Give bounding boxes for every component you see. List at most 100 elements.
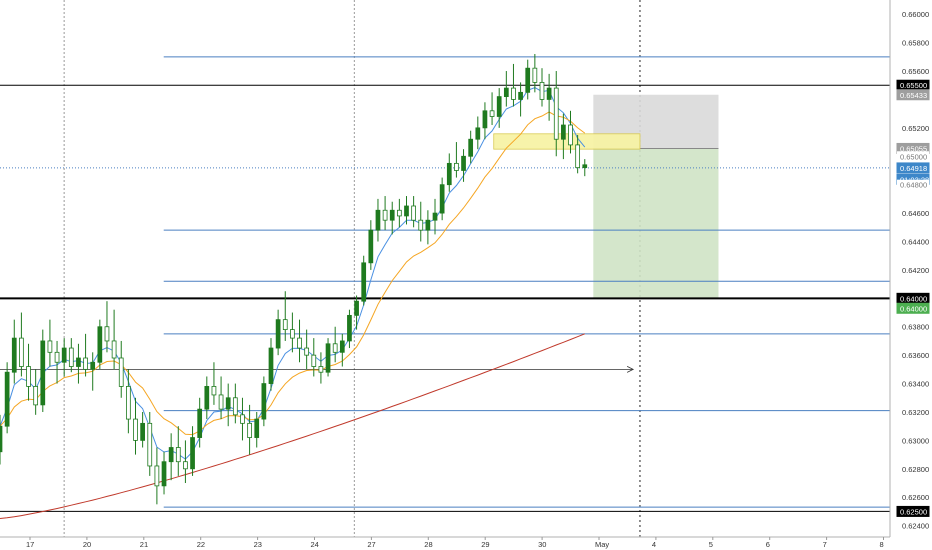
ema-slow-line [0,111,586,436]
candle-body [368,229,374,264]
time-tick-label: 5 [709,540,713,549]
time-tick-label: 7 [823,540,827,549]
time-tick-label: May [595,540,609,549]
time-tick-label: 8 [880,540,884,549]
candle-body [240,414,245,424]
moving-averages-layer [0,87,586,519]
candle-body [61,347,67,363]
price-tick-label: 0.65600 [902,67,929,76]
candle-body [553,87,559,140]
candle-body [347,314,352,342]
price-tag-label: 0.65433 [900,91,927,100]
candle-body [503,87,509,98]
candle-body [104,326,110,342]
candle-body [361,262,367,302]
candle-body [354,300,359,316]
background-grid-layer [63,0,641,537]
price-axis[interactable]: 0.66000 0.65800 0.65600 0.65200 0.64600 0.644… [896,10,930,531]
candle-body [33,386,39,406]
price-tag-label: 0.65500 [900,81,927,90]
candle-body [411,205,416,221]
price-tag-label: 0.64000 [900,304,927,313]
time-tick-label: 29 [481,540,489,549]
time-tick-label: 23 [254,540,262,549]
arrow-head-icon [626,366,635,373]
price-tag-label: 0.65055 [900,144,927,153]
candle-body [54,351,60,363]
candle-body [482,110,488,129]
candle-body [247,422,252,438]
candle-body [496,96,502,117]
horizontal-levels-layer[interactable] [0,56,890,512]
price-tag[interactable] [896,302,930,314]
candle-body [339,340,345,353]
candle-body [26,366,31,387]
candle-body [254,418,260,438]
price-tag[interactable] [896,162,930,174]
candle-body [0,425,3,453]
candle-body [425,219,431,231]
candle-body [175,447,181,463]
candle-body [404,205,409,217]
time-tick-label: 17 [26,540,34,549]
candle-body [332,343,338,353]
candle-body [546,87,552,100]
price-tick-label: 0.63000 [902,436,929,445]
candle-body [275,319,281,349]
candle-body [97,326,103,363]
candle-body [140,422,145,441]
price-tag-label: 0.64918 [900,164,927,173]
candle-body [218,394,224,410]
price-tick-label: 0.64600 [902,209,929,218]
position-tool-layer[interactable] [493,94,719,299]
price-tick-label: 0.63400 [902,380,929,389]
candle-body [468,138,474,157]
price-tag-label: 0.64000 [900,294,927,303]
candle-body [47,340,53,353]
candle-body [232,397,238,416]
candle-body [168,447,174,463]
candle-body [525,67,531,93]
price-tick-label: 0.63800 [902,323,929,332]
price-tick-label: 0.65800 [902,39,929,48]
candle-body [396,209,402,217]
price-tag[interactable] [896,505,930,517]
candle-body [454,162,459,171]
candle-body [282,319,288,330]
candle-body [318,366,324,373]
candle-body [183,461,188,470]
price-tag-label: 0.64800 [900,181,927,190]
price-tag[interactable] [897,179,929,190]
price-tag-label: 0.62500 [900,507,927,516]
candle-body [76,357,81,367]
candle-body [90,361,96,370]
candle-body [68,347,74,367]
candle-body [575,144,581,169]
time-tick-label: 24 [311,540,319,549]
candle-body [325,343,331,373]
candle-body [389,209,395,221]
long-moving-average-line [0,333,585,519]
entry-zone-highlight[interactable] [493,133,641,150]
candle-body [489,110,495,117]
candle-body [261,383,267,420]
candle-body [290,329,295,339]
candle-body [418,219,424,231]
candle-body [446,162,452,186]
take-profit-zone[interactable] [593,148,719,299]
candle-body [268,347,274,384]
candle-body [561,124,566,140]
candle-body [154,465,160,487]
candle-body [133,418,138,441]
price-tag[interactable] [897,151,929,162]
candle-body [225,397,231,410]
candle-body [211,386,217,396]
candle-body [19,337,24,367]
candle-body [532,67,538,83]
candle-body [4,371,10,427]
time-axis[interactable]: 17 20 21 22 23 24 27 28 29 30 May 4 5 6 7 8 [26,537,884,549]
candle-body [439,184,445,214]
price-tag[interactable] [896,89,930,101]
price-tick-label: 0.64200 [902,266,929,275]
